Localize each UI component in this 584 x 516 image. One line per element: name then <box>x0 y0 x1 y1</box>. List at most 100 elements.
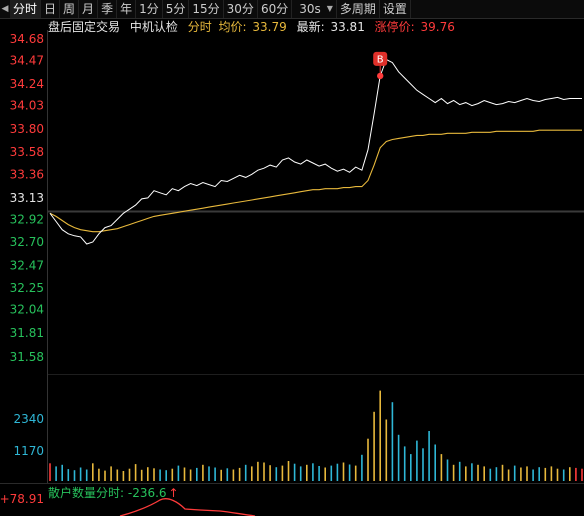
settings-button[interactable]: 设置 <box>380 0 411 18</box>
volume-bar <box>220 469 222 481</box>
tab-1[interactable]: 日 <box>41 0 61 18</box>
volume-bar <box>354 465 357 481</box>
tab-8[interactable]: 15分 <box>189 0 224 18</box>
buy-marker[interactable]: B <box>373 51 388 80</box>
volume-bar <box>477 464 479 481</box>
volume-bar <box>330 465 333 481</box>
volume-bar <box>471 463 473 481</box>
volume-bar <box>251 466 253 481</box>
tab-0[interactable]: 分时 <box>10 0 42 18</box>
buy-marker-box <box>373 51 388 66</box>
volume-bar <box>134 464 137 481</box>
volume-bar <box>85 469 88 481</box>
period-select-value: 30s <box>299 2 321 16</box>
volume-bar <box>171 468 174 481</box>
trading-mode: 盘后固定交易 <box>48 20 121 34</box>
volume-bar <box>49 463 51 481</box>
tab-9[interactable]: 30分 <box>224 0 258 18</box>
volume-bar <box>428 431 430 481</box>
price-tick-label: 34.68 <box>10 32 44 46</box>
volume-bar <box>348 464 351 481</box>
volume-bar <box>293 463 296 481</box>
volume-bar <box>483 466 485 481</box>
buy-marker-label: B <box>377 54 384 65</box>
volume-bar <box>104 470 106 481</box>
tab-6[interactable]: 1分 <box>136 0 163 18</box>
volume-bar <box>281 465 284 481</box>
price-tick-label: 33.80 <box>10 122 44 136</box>
price-tick-label: 33.58 <box>10 145 44 159</box>
volume-bar <box>214 467 216 481</box>
volume-bar <box>318 466 320 481</box>
price-tick-label: 34.24 <box>10 77 44 91</box>
collapse-icon[interactable]: ◀ <box>1 4 9 14</box>
volume-bar <box>140 469 143 481</box>
volume-bar <box>581 468 583 481</box>
volume-bar <box>159 469 161 481</box>
footer-indicator: 散户数量分时: -236.6 ↑ <box>48 484 179 501</box>
volume-bar <box>324 467 326 481</box>
volume-bar <box>208 466 210 481</box>
avg-price-line <box>49 129 582 233</box>
tab-7[interactable]: 5分 <box>163 0 190 18</box>
tab-10[interactable]: 60分 <box>258 0 293 18</box>
volume-bar <box>575 467 577 481</box>
volume-bar <box>434 444 436 481</box>
volume-bar <box>128 468 131 481</box>
volume-bar <box>342 462 345 481</box>
stock-name: 中机认检 <box>129 20 178 34</box>
tab-5[interactable]: 年 <box>117 0 137 18</box>
up-arrow-icon: ↑ <box>168 486 179 500</box>
chevron-down-icon: ▼ <box>326 4 333 13</box>
tab-2[interactable]: 周 <box>60 0 80 18</box>
volume-bar <box>287 461 290 481</box>
footer-axis-value: +78.91 <box>0 492 44 506</box>
limit-label: 涨停价: <box>374 20 415 34</box>
last-label: 最新: <box>296 20 325 34</box>
price-tick-label: 32.04 <box>10 303 44 317</box>
volume-bar <box>98 468 100 481</box>
tab-4[interactable]: 季 <box>98 0 118 18</box>
volume-bar <box>538 467 540 481</box>
volume-bar <box>183 467 186 481</box>
tab-3[interactable]: 月 <box>79 0 99 18</box>
volume-bar <box>306 464 308 481</box>
price-tick-label: 32.47 <box>10 259 44 273</box>
period-select[interactable]: 30s ▼ <box>296 0 337 18</box>
volume-tick-label: 2340 <box>13 412 44 426</box>
price-tick-label: 33.36 <box>10 167 44 181</box>
volume-bar <box>544 467 547 481</box>
volume-bar <box>367 438 369 481</box>
volume-bar <box>532 469 534 481</box>
volume-bar <box>153 468 155 481</box>
volume-bar <box>526 466 528 481</box>
volume-bar <box>373 411 375 481</box>
volume-bar <box>61 464 63 481</box>
volume-bar <box>520 467 522 481</box>
price-tick-label: 34.03 <box>10 99 44 113</box>
avg-label: 均价: <box>218 20 247 34</box>
volume-bar <box>257 461 259 481</box>
volume-bar <box>569 467 571 481</box>
price-tick-label: 32.70 <box>10 235 44 249</box>
volume-bar <box>67 469 70 481</box>
volume-bar <box>299 466 302 481</box>
volume-bar <box>465 466 467 481</box>
volume-bar <box>122 471 125 481</box>
volume-bar <box>226 468 229 481</box>
volume-bar <box>269 465 271 481</box>
avg-value: 33.79 <box>252 20 287 34</box>
volume-bar <box>312 463 314 481</box>
volume-bar <box>263 462 265 481</box>
volume-bar <box>55 466 57 481</box>
limit-value: 39.76 <box>420 20 455 34</box>
price-line <box>49 58 582 245</box>
volume-bar <box>550 466 553 481</box>
volume-bar <box>189 469 192 481</box>
volume-bar <box>238 467 241 481</box>
volume-bar <box>501 464 504 481</box>
volume-bar <box>391 402 394 481</box>
volume-bar <box>177 465 180 481</box>
multi-period-button[interactable]: 多周期 <box>337 0 380 18</box>
